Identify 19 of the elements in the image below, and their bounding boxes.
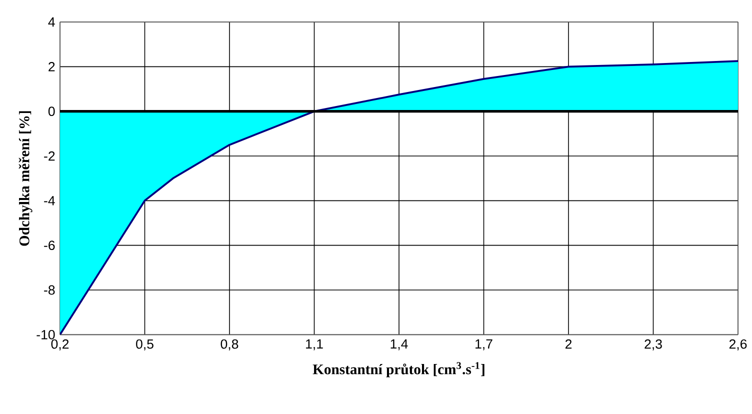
y-tick-label: -8 (44, 285, 55, 295)
x-tick-label: 1,4 (390, 339, 408, 350)
y-tick-label: 4 (48, 17, 55, 27)
y-tick-label: -10 (36, 330, 55, 340)
x-tick-label: 2,6 (729, 339, 747, 350)
x-tick-label: 1,7 (476, 339, 492, 350)
y-axis-title: Odchylka měření [%] (18, 111, 32, 246)
x-tick-label: 0,2 (51, 339, 69, 350)
x-tick-label: 0,5 (136, 339, 154, 350)
x-tick-label: 0,8 (220, 339, 238, 350)
y-tick-label: -2 (44, 151, 55, 161)
x-tick-label: 2,3 (644, 339, 662, 350)
x-tick-label: 2 (565, 339, 572, 349)
x-axis-title: Konstantní průtok [cm$^{3}$.s$^{-1}$] (312, 362, 484, 378)
y-tick-label: 0 (48, 106, 55, 116)
y-tick-label: -4 (44, 196, 55, 206)
x-tick-label: 1,1 (306, 339, 323, 350)
y-tick-label: -6 (44, 240, 55, 250)
y-tick-label: 2 (48, 62, 55, 72)
